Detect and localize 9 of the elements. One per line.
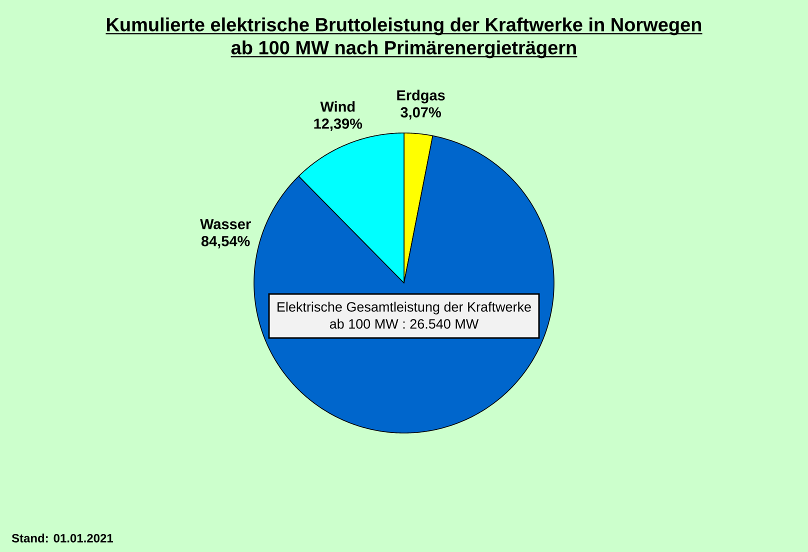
slice-label: Wind [320,101,355,112]
data-label: 84,54% [201,236,250,248]
data-label: 12,39% [314,118,362,131]
text: Stand: 01.01.2021 [12,534,114,542]
chart-title: Kumulierte elektrische Bruttoleistung der Kraftwerke in Norwegen ab 100 MW nach Primärenergieträgern [107,17,702,58]
data-label: 3,07% [400,107,441,120]
slice-label: Wasser [200,219,251,230]
text: Elektrische Gesamtleistung der Kraftwerke ab 100 MW : 26.540 MW [278,302,531,329]
slice-label: Erdgas [397,90,445,104]
